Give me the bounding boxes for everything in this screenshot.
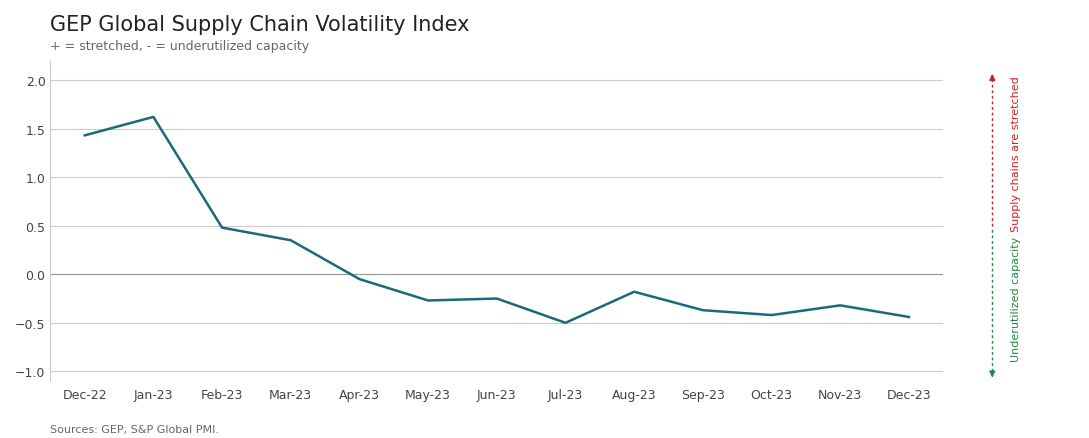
Text: + = stretched, - = underutilized capacity: + = stretched, - = underutilized capacit… [50, 40, 309, 53]
Text: GEP Global Supply Chain Volatility Index: GEP Global Supply Chain Volatility Index [50, 15, 469, 35]
Text: Underutilized capacity: Underutilized capacity [1012, 237, 1021, 361]
Text: Supply chains are stretched: Supply chains are stretched [1012, 76, 1021, 231]
Text: Sources: GEP, S&P Global PMI.: Sources: GEP, S&P Global PMI. [50, 424, 219, 434]
